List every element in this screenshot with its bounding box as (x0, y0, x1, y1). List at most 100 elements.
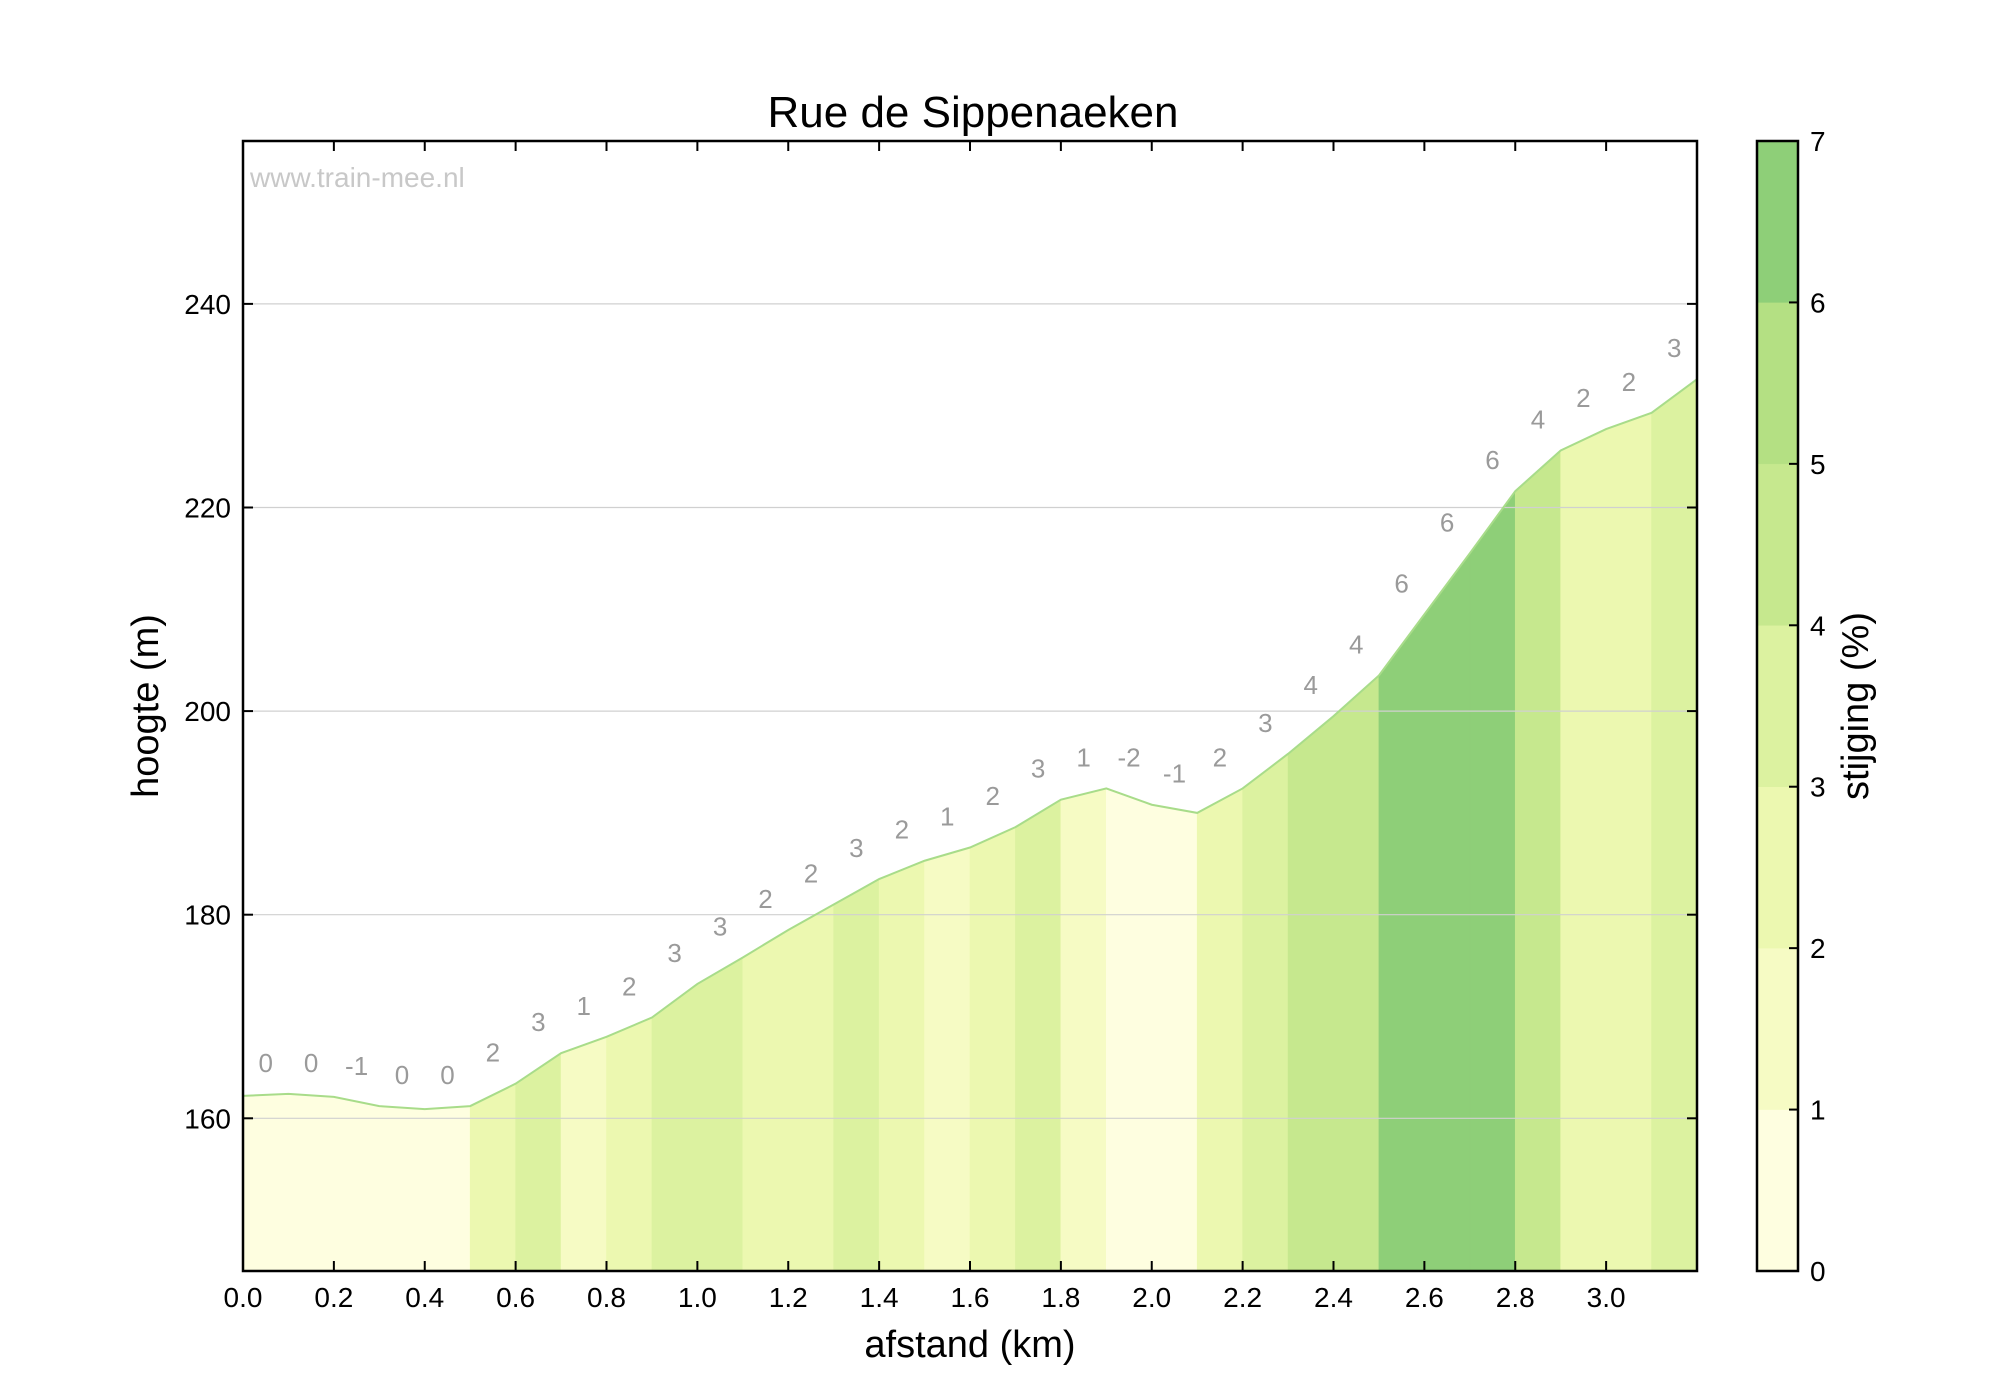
segment-fill (833, 878, 880, 1272)
colorbar-band (1756, 786, 1799, 949)
gridlines (243, 303, 1697, 1119)
segment-fill (1424, 552, 1471, 1272)
colorbar-tick-label: 4 (1810, 610, 1826, 641)
segment-fills (242, 378, 1698, 1272)
segment-fill (1333, 674, 1380, 1272)
segment-fill (651, 983, 698, 1272)
x-tick-label: 3.0 (1587, 1282, 1626, 1313)
y-tick-label: 180 (184, 900, 231, 931)
x-tick-label: 0.6 (496, 1282, 535, 1313)
segment-fill (1242, 753, 1289, 1272)
x-tick-label: 0.0 (224, 1282, 263, 1313)
elevation-line (242, 378, 1698, 1111)
gradient-label: 0 (258, 1048, 272, 1078)
segment-fill (969, 826, 1016, 1272)
colorbar (1756, 140, 1799, 1272)
gradient-label: 0 (440, 1060, 454, 1090)
segment-fill (1469, 490, 1516, 1272)
colorbar-band (1756, 947, 1799, 1110)
gradient-label: 6 (1394, 568, 1408, 598)
x-tick-label: 1.6 (951, 1282, 990, 1313)
gradient-label: 2 (804, 859, 818, 889)
segment-fill (697, 956, 744, 1272)
x-axis-title: afstand (km) (864, 1324, 1075, 1366)
gradient-label: 3 (531, 1007, 545, 1037)
segment-fill (424, 1105, 471, 1272)
gradient-label: -2 (1117, 742, 1140, 772)
y-tick-label: 200 (184, 696, 231, 727)
gradient-label: 2 (486, 1038, 500, 1068)
gradient-label: 6 (1485, 445, 1499, 475)
watermark-text: www.train-mee.nl (249, 162, 465, 193)
x-tick-label: 2.2 (1223, 1282, 1262, 1313)
colorbar-band (1756, 1109, 1799, 1272)
gradient-label: 4 (1304, 670, 1318, 700)
gradient-label: 0 (304, 1048, 318, 1078)
x-tick-label: 0.2 (314, 1282, 353, 1313)
colorbar-tick-label: 2 (1810, 933, 1826, 964)
x-tick-label: 1.0 (678, 1282, 717, 1313)
gradient-label: 2 (1622, 367, 1636, 397)
segment-fill (787, 904, 834, 1272)
segment-fill (1378, 613, 1425, 1272)
gradient-label: 3 (849, 833, 863, 863)
y-tick-label: 240 (184, 289, 231, 320)
gradient-label: 2 (758, 884, 772, 914)
y-tick-label: 220 (184, 492, 231, 523)
x-tick-label: 2.0 (1132, 1282, 1171, 1313)
colorbar-band (1756, 625, 1799, 787)
y-tick-label: 160 (184, 1103, 231, 1134)
segment-fill (606, 1017, 653, 1272)
segment-fill (1196, 787, 1243, 1272)
gradient-label: 3 (1258, 708, 1272, 738)
gradient-label: -1 (1163, 759, 1186, 789)
segment-fill (379, 1105, 426, 1272)
segment-fill (1287, 715, 1334, 1272)
colorbar-frame (1755, 139, 1800, 1273)
elevation-line-path (242, 378, 1698, 1111)
x-tick-label: 1.2 (769, 1282, 808, 1313)
gradient-label: 3 (713, 911, 727, 941)
gradient-label: 3 (1667, 333, 1681, 363)
gradient-label: -1 (345, 1051, 368, 1081)
segment-fill (288, 1093, 335, 1272)
segment-fill (1514, 449, 1561, 1272)
x-tick-label: 2.6 (1405, 1282, 1444, 1313)
gradient-label: 0 (395, 1060, 409, 1090)
colorbar-tick-label: 6 (1810, 287, 1826, 318)
x-tick-label: 2.4 (1314, 1282, 1353, 1313)
x-tick-label: 0.4 (405, 1282, 444, 1313)
gradient-label: 2 (1576, 383, 1590, 413)
colorbar-tick-label: 7 (1810, 126, 1826, 157)
chart-title: Rue de Sippenaeken (768, 88, 1179, 137)
colorbar-ticks: 0 1 2 3 4 5 6 7 (1789, 126, 1826, 1287)
gradient-label: 2 (985, 781, 999, 811)
y-axis-title: hoogte (m) (125, 614, 167, 798)
segment-fill (1151, 804, 1198, 1272)
segment-fill (1015, 799, 1062, 1272)
colorbar-band (1756, 302, 1799, 465)
colorbar-band (1756, 140, 1799, 303)
segment-fill (742, 929, 789, 1272)
colorbar-tick-label: 0 (1810, 1256, 1826, 1287)
segment-fill (1060, 788, 1107, 1272)
segment-fill (469, 1083, 516, 1272)
gradient-label: 3 (667, 938, 681, 968)
gradient-label: 1 (577, 991, 591, 1021)
segment-fill (515, 1052, 562, 1272)
colorbar-band (1756, 463, 1799, 626)
gradient-label: 6 (1440, 507, 1454, 537)
gradient-label: 1 (940, 802, 954, 832)
gradient-label: 2 (1213, 742, 1227, 772)
x-tick-label: 1.8 (1041, 1282, 1080, 1313)
segment-fill (878, 860, 925, 1272)
gradient-label: 4 (1349, 629, 1363, 659)
x-axis: 0.0 0.2 0.4 0.6 0.8 1.0 1.2 1.4 1.6 1.8 2.0 2.2 2.4 2… (224, 141, 1626, 1313)
x-tick-label: 1.4 (860, 1282, 899, 1313)
gradient-label: 2 (895, 815, 909, 845)
gradient-label: 2 (622, 972, 636, 1002)
segment-fill (242, 1093, 289, 1272)
gradient-label: 4 (1531, 404, 1545, 434)
colorbar-tick-label: 3 (1810, 772, 1826, 803)
